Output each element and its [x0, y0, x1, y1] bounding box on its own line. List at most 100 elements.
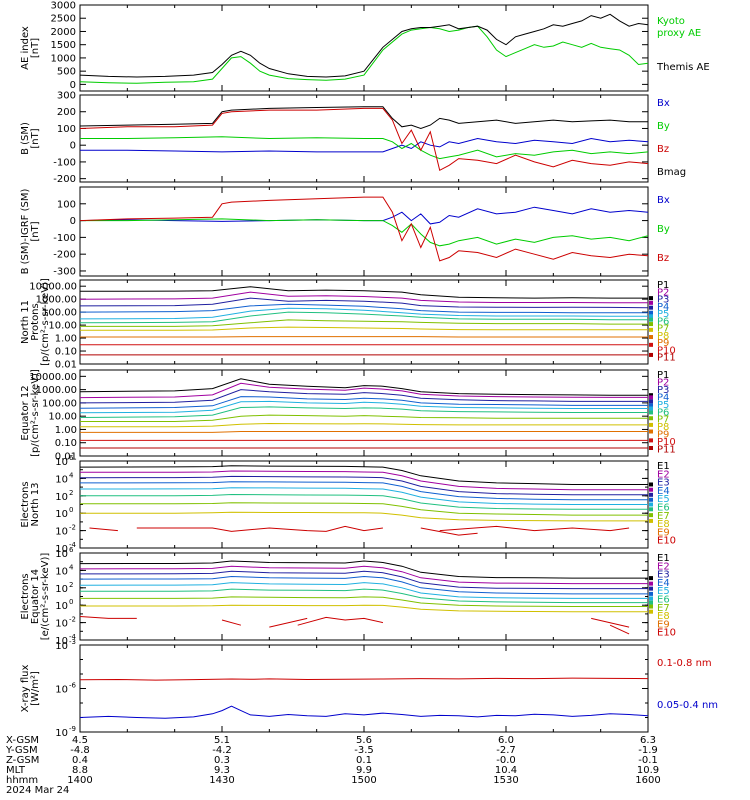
panel-ee-legend-e10: E10 [657, 628, 676, 639]
panel-en-ytick-label: 10 [55, 457, 68, 468]
panel-pe-traces [80, 378, 648, 449]
panel-ae-traces [80, 13, 648, 84]
panel-pn-end-marker [649, 317, 653, 322]
panel-ae-series-kyoto-proxy-ae [80, 25, 648, 84]
panel-bsm-series-bz [80, 107, 648, 172]
panel-ee-channel-e3 [80, 570, 648, 590]
panel-bsm-ytick-label: 300 [57, 91, 76, 102]
xaxis-row-value-y-gsm: -4.2 [212, 745, 232, 756]
panel-bigrf-ytick-label: 100 [57, 199, 76, 210]
panel-en-legend-e5: E5 [657, 494, 670, 505]
panel-en-channel-e8 [80, 511, 648, 522]
legend-proxy-ae: proxy AE [657, 28, 701, 39]
panel-pe-legend-p3: P3 [657, 385, 669, 396]
panel-pn-legend-p5: P5 [657, 309, 669, 320]
panel-pe-legend-p6: P6 [657, 407, 669, 418]
panel-ee-ytick-label: 10 [55, 636, 68, 647]
panel-ee-legend-e9: E9 [657, 619, 670, 630]
panel-pe-legend-p1: P1 [657, 370, 669, 381]
xaxis-row-value-hhmm: 1400 [67, 775, 92, 786]
panel-pn-channel-p3 [80, 297, 648, 309]
panel-pe-channel-p8 [80, 422, 648, 428]
panel-pn-end-marker [649, 300, 653, 305]
panel-bsm-ytick-label: 0 [70, 141, 76, 152]
xaxis-row-value-mlt: 10.9 [637, 765, 659, 776]
panel-ee-end-marker [649, 609, 653, 614]
panel-en-ytick-exp: -2 [69, 524, 76, 532]
panel-bsm-series-by [80, 136, 648, 160]
panel-ee-fragment [297, 616, 384, 626]
panel-ae-frame [79, 4, 649, 92]
panel-ae-ytick-label: 2000 [51, 27, 76, 38]
panel-en-ytick-exp: -4 [69, 541, 77, 549]
panel-ee-ytick-label: 10 [55, 601, 68, 612]
panel-pe-channel-p2 [80, 382, 648, 399]
panel-en-ylabel: North 13 [30, 483, 41, 527]
panel-bigrf-series-bx [80, 206, 648, 225]
panel-ee-ytick-exp: 0 [69, 598, 73, 606]
panel-pn-legend-p7: P7 [657, 324, 669, 335]
panel-pn-end-marker [649, 310, 653, 315]
xaxis-row-value-x-gsm: 4.5 [72, 735, 88, 746]
panel-pe-end-marker [649, 446, 653, 451]
legend-xray-short: 0.05-0.4 nm [657, 700, 718, 711]
panel-pn-legend-p3: P3 [657, 295, 669, 306]
panel-pe-legend-p4: P4 [657, 392, 669, 403]
panel-bsm-ytick-label: 200 [57, 107, 76, 118]
panel-ee-end-marker [649, 591, 653, 596]
panel-en-ytick-label: 10 [55, 544, 68, 555]
panel-pn-legend-p6: P6 [657, 316, 669, 327]
panel-pe-end-marker [649, 393, 653, 398]
panel-pn-legend-p9: P9 [657, 338, 669, 349]
panel-pe-channel-p6 [80, 406, 648, 418]
panel-bigrf-ytick-label: 0 [70, 216, 76, 227]
panel-pn-ylabel: Protons [30, 303, 41, 340]
panel-pn-ytick-label: 1000.00 [36, 295, 77, 306]
panel-pn-ytick-label: 10000.00 [29, 282, 77, 293]
panel-en-traces [80, 465, 648, 536]
panel-xray-traces [80, 677, 648, 719]
xaxis-row-value-mlt: 9.9 [356, 765, 372, 776]
panel-ee-legend-e2: E2 [657, 561, 670, 572]
panel-pn-traces [80, 286, 648, 356]
panel-ee-ytick-label: 10 [55, 619, 68, 630]
panel-bigrf-ytick-label: -100 [53, 233, 76, 244]
xaxis-row-value-z-gsm: 0.1 [356, 755, 372, 766]
xaxis-row-label-x-gsm: X-GSM [6, 735, 39, 746]
panel-pn-legend-p10: P10 [657, 345, 676, 356]
panel-ae-ytick-label: 3000 [51, 1, 76, 12]
xaxis-row-value-hhmm: 1530 [493, 775, 518, 786]
panel-en-ytick-label: 10 [55, 492, 68, 503]
panel-pe-ylabel: Equator 12 [20, 385, 31, 440]
panel-ee-fragment [221, 619, 242, 626]
panel-pe-channel-p7 [80, 414, 648, 422]
panel-xray-series-0-05-0-4-nm [80, 705, 648, 719]
panel-en-ylabel: Electrons [20, 481, 31, 527]
panel-en-legend-e3: E3 [657, 478, 670, 489]
panel-ee-end-marker [649, 576, 653, 581]
legend-bsm-bz: Bz [657, 144, 669, 155]
panel-ee-channel-e2 [80, 565, 648, 585]
panel-ee-legend-e6: E6 [657, 595, 670, 606]
panel-pn-end-marker [649, 342, 653, 347]
panel-en-fragment [136, 525, 383, 532]
legend-bigrf-bx: Bx [657, 195, 670, 206]
xaxis-row-label-hhmm: hhmm [6, 775, 38, 786]
panel-pe-ylabel: [p/(cm²-s-sr-keV)] [30, 369, 41, 457]
panel-en-ytick-label: 10 [55, 527, 68, 538]
panel-xray-ytick-exp: -9 [69, 725, 76, 733]
xaxis-row-value-z-gsm: 0.3 [214, 755, 230, 766]
legend-themis-ae: Themis AE [656, 62, 710, 73]
panel-xray-ytick-exp: -3 [69, 638, 76, 646]
panel-en-end-marker [649, 487, 653, 492]
panel-en-ytick-label: 10 [55, 509, 68, 520]
panel-pe-ytick-label: 0.01 [55, 452, 77, 463]
panel-ee-end-marker [649, 596, 653, 601]
panel-en-fragment [439, 525, 630, 532]
panel-xray-ytick-exp: -6 [69, 682, 77, 690]
panel-pe-channel-p4 [80, 396, 648, 409]
panel-bsm-ylabel: B (SM) [20, 122, 31, 155]
panel-en-ytick-exp: 6 [69, 454, 74, 462]
panel-pn-channel-p7 [80, 319, 648, 327]
